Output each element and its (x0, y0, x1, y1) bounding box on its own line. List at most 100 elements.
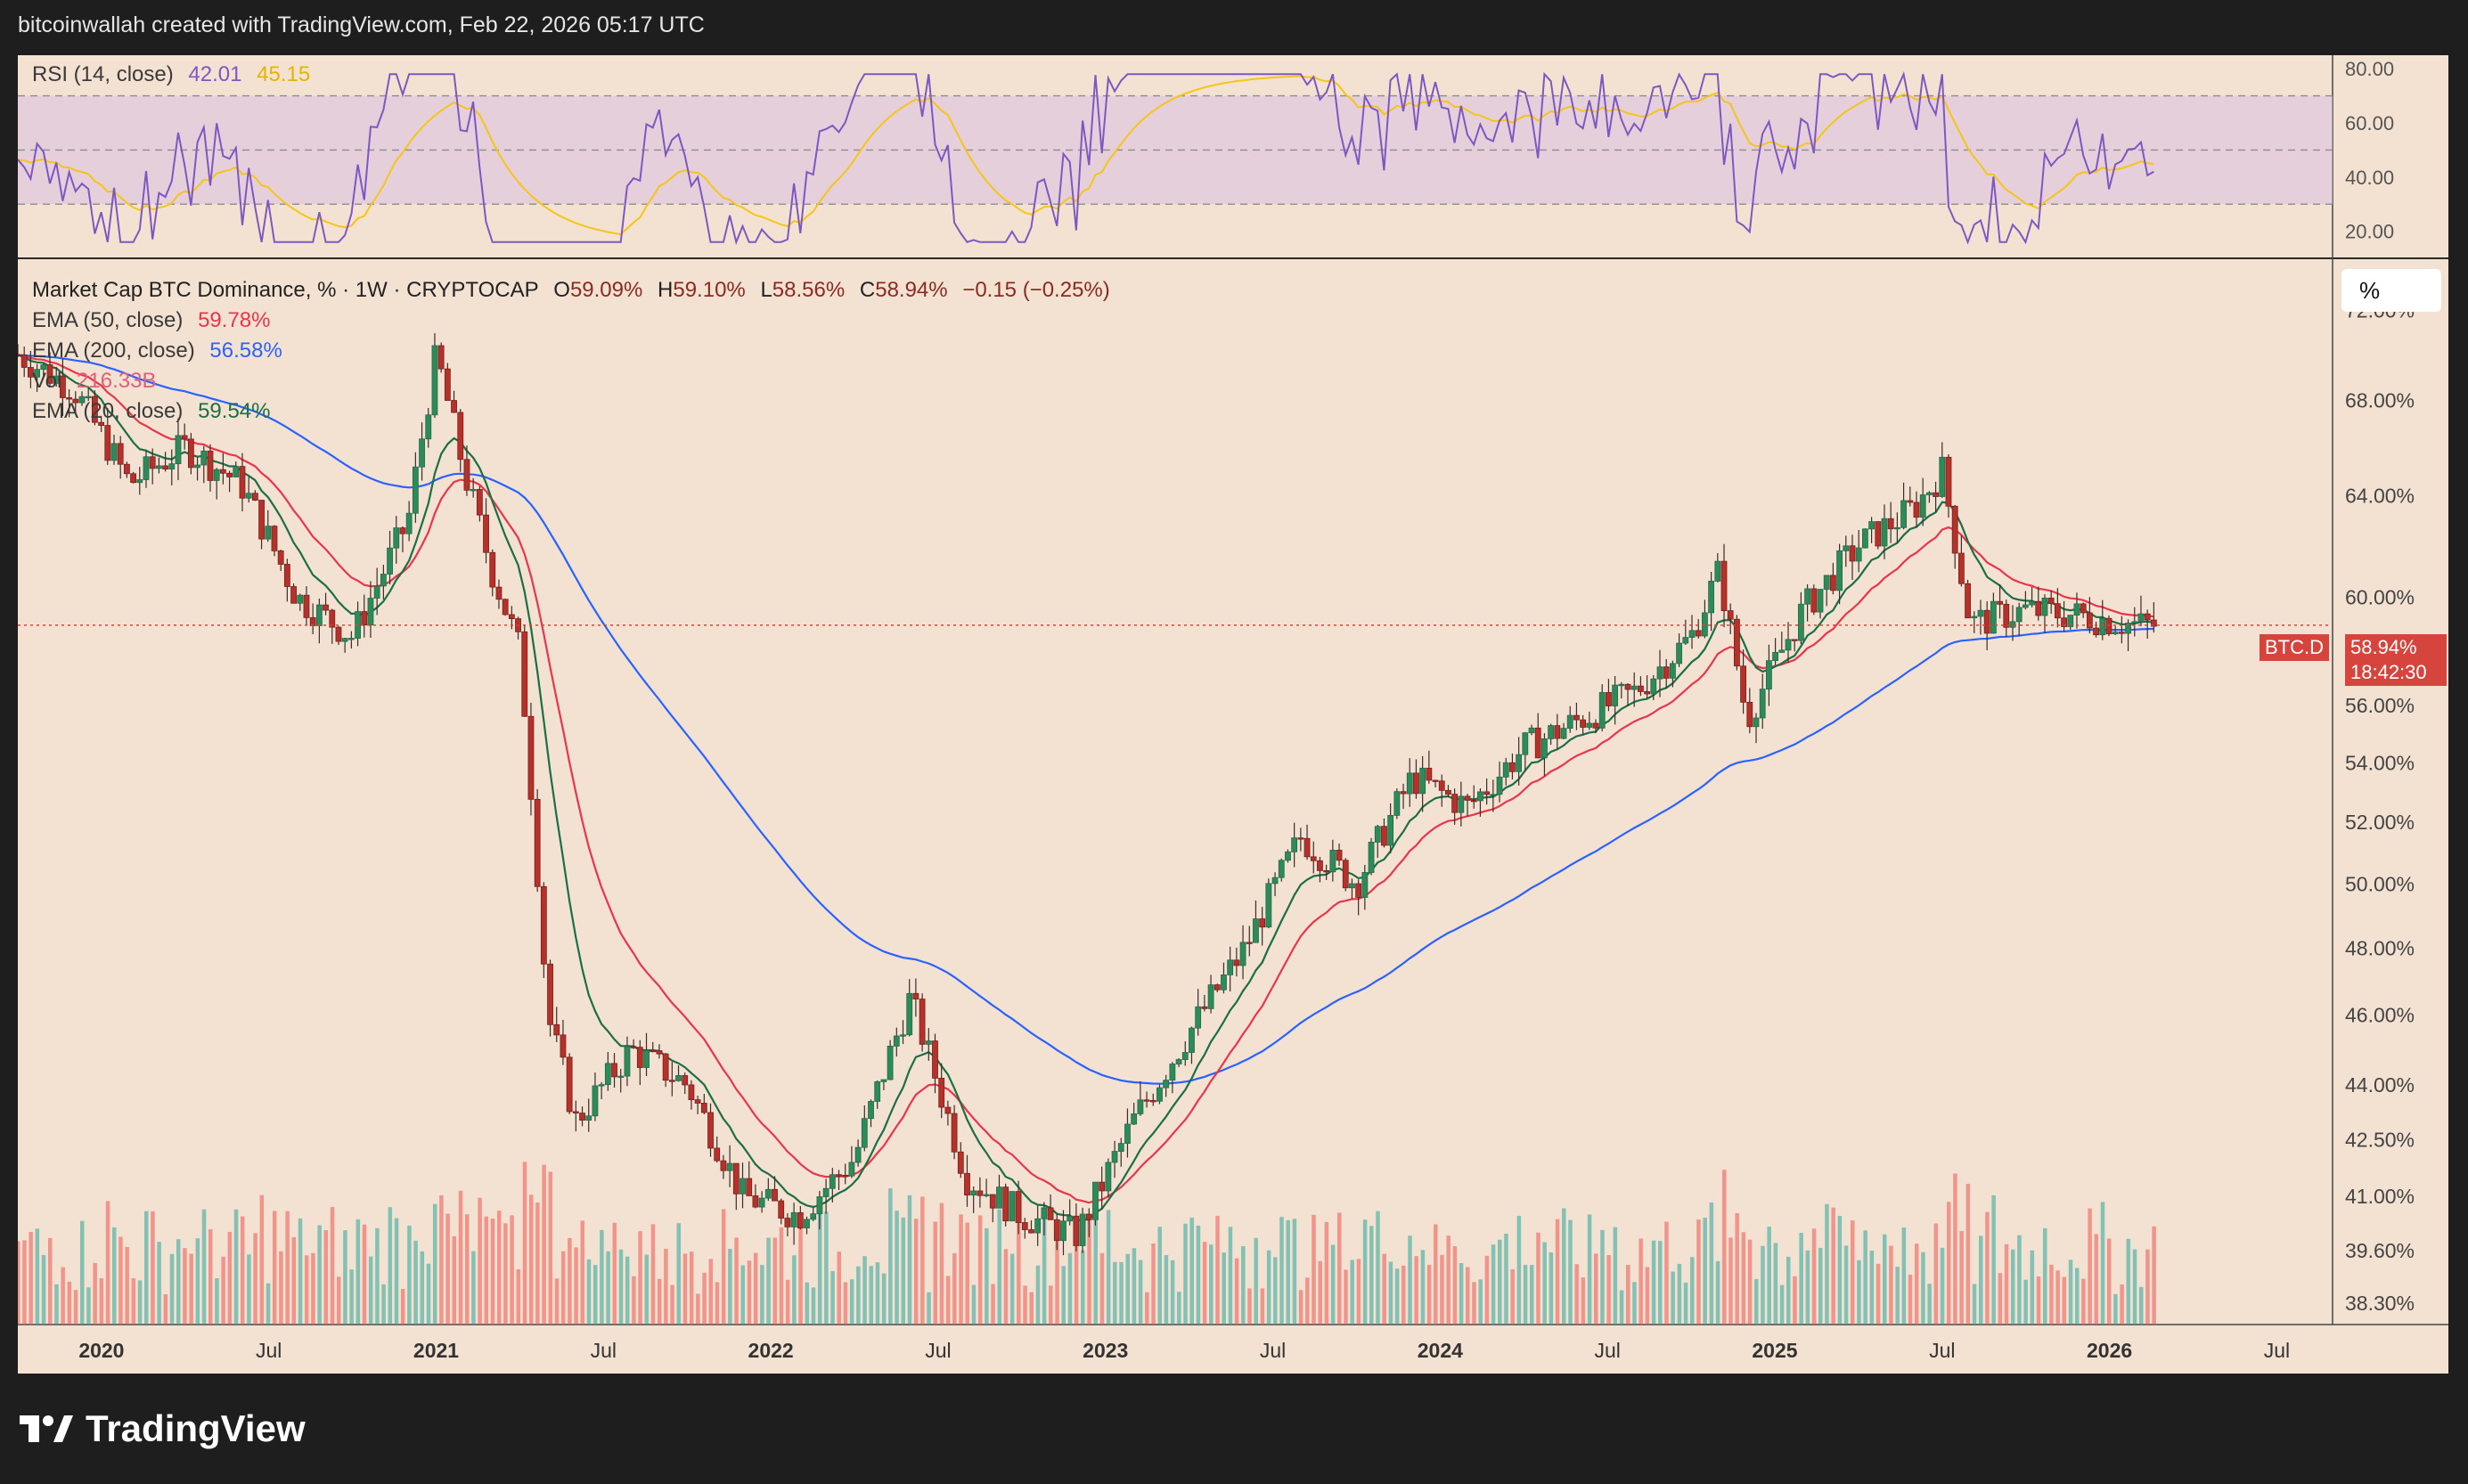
candle-body (938, 1078, 945, 1108)
time-tick-label: Jul (1929, 1339, 1955, 1362)
volume-bar (111, 1227, 117, 1325)
candle-body (341, 638, 348, 642)
candle-body (810, 1213, 817, 1220)
candle-body (347, 638, 355, 640)
candle-body (2009, 621, 2016, 628)
volume-bar (362, 1224, 367, 1325)
candle-body (361, 611, 368, 625)
volume-bar (1901, 1227, 1907, 1325)
volume-bar (1472, 1282, 1476, 1325)
candle-body (1753, 717, 1760, 728)
volume-bar (1151, 1243, 1156, 1325)
candle-body (2015, 607, 2023, 623)
ema50-line (18, 354, 2154, 1204)
volume-bar (1113, 1261, 1117, 1325)
chart-canvas[interactable]: 80.0060.0040.0020.0072.00%68.00%64.00%60… (18, 55, 2448, 1374)
price-tag-symbol: BTC.D (2260, 634, 2329, 661)
volume-bar (1645, 1267, 1650, 1325)
candle-body (560, 1034, 567, 1058)
volume-bar (1478, 1279, 1483, 1325)
candle-body (46, 364, 53, 384)
volume-bar (1568, 1219, 1573, 1325)
candle-body (1907, 500, 1914, 503)
volume-bar (1542, 1242, 1547, 1325)
rsi-legend: RSI (14, close) 42.01 45.15 (32, 62, 319, 87)
candle-body (1285, 851, 1291, 861)
volume-bar (933, 1221, 937, 1325)
indicator-ema20[interactable]: EMA (20, close) 59.54% (32, 399, 279, 424)
candle-body (1670, 663, 1676, 679)
volume-bar (2132, 1249, 2137, 1325)
volume-bar (689, 1252, 694, 1325)
volume-bar (2152, 1226, 2156, 1325)
main-legend-title-row: Market Cap BTC Dominance, % · 1W · CRYPT… (32, 278, 1110, 302)
candle-body (1861, 528, 1868, 549)
volume-bar (811, 1287, 816, 1325)
volume-bar (304, 1255, 309, 1325)
candle-body (290, 586, 297, 604)
volume-bar (1029, 1292, 1034, 1325)
candle-body (804, 1219, 810, 1228)
indicator-volume-value: 216.33B (77, 369, 157, 393)
volume-bar (1581, 1276, 1586, 1325)
candle-body (797, 1211, 804, 1228)
volume-bar (945, 1276, 951, 1325)
volume-bar (1761, 1245, 1765, 1325)
volume-bar (388, 1207, 393, 1325)
candle-body (2022, 604, 2029, 608)
price-tick-label: 42.50% (2345, 1128, 2415, 1151)
candle-body (1169, 1064, 1176, 1081)
candle-body (463, 459, 470, 491)
volume-bar (798, 1225, 803, 1325)
volume-bar (1382, 1253, 1386, 1325)
candle-body (1483, 791, 1491, 795)
candle-body (40, 364, 47, 371)
top-bar: bitcoinwallah created with TradingView.c… (0, 0, 2468, 55)
volume-bar (131, 1278, 136, 1325)
candle-body (297, 594, 304, 604)
candle-body (1381, 826, 1387, 846)
indicator-volume[interactable]: Vol 216.33B (32, 369, 165, 394)
tradingview-logo[interactable]: TradingView (20, 1407, 306, 1450)
candle-body (251, 493, 258, 501)
volume-bar (965, 1222, 969, 1325)
volume-bar (1728, 1237, 1733, 1325)
candle-body (1015, 1191, 1022, 1223)
candle-body (1201, 1006, 1208, 1009)
volume-bar (1741, 1232, 1746, 1325)
volume-bar (1189, 1218, 1194, 1325)
indicator-ema50[interactable]: EMA (50, close) 59.78% (32, 308, 279, 333)
volume-bar (1811, 1228, 1817, 1325)
candle-body (566, 1056, 573, 1113)
volume-bar (837, 1252, 842, 1325)
volume-bar (1831, 1207, 1835, 1325)
volume-bar (997, 1209, 1001, 1325)
time-tick-label: 2022 (748, 1339, 794, 1362)
candle-body (1009, 1191, 1016, 1222)
time-tick-label: 2026 (2087, 1339, 2132, 1362)
indicator-ema200-label: EMA (200, close) (32, 338, 195, 363)
volume-bar (464, 1214, 470, 1325)
volume-bar (1895, 1267, 1900, 1325)
candle-body (1875, 521, 1882, 547)
candle-body (1528, 727, 1535, 734)
volume-bar (490, 1218, 495, 1325)
volume-bar (18, 1241, 20, 1325)
candle-body (1957, 552, 1965, 584)
volume-bar (1972, 1284, 1977, 1325)
tradingview-logo-icon (20, 1415, 73, 1442)
percent-scale-button[interactable]: % (2341, 269, 2441, 312)
candle-body (1971, 616, 1978, 619)
candle-body (194, 464, 200, 469)
price-tick-label: 56.00% (2345, 694, 2415, 717)
indicator-ema200[interactable]: EMA (200, close) 56.58% (32, 338, 291, 363)
volume-bar (792, 1255, 797, 1325)
volume-bar (439, 1195, 444, 1325)
candle-body (617, 1075, 625, 1078)
volume-bar (1940, 1247, 1945, 1325)
rsi-ma-value: 45.15 (257, 62, 311, 86)
volume-bar (432, 1203, 437, 1325)
candle-body (1458, 795, 1465, 813)
candle-body (53, 375, 60, 384)
candle-body (1939, 456, 1946, 497)
